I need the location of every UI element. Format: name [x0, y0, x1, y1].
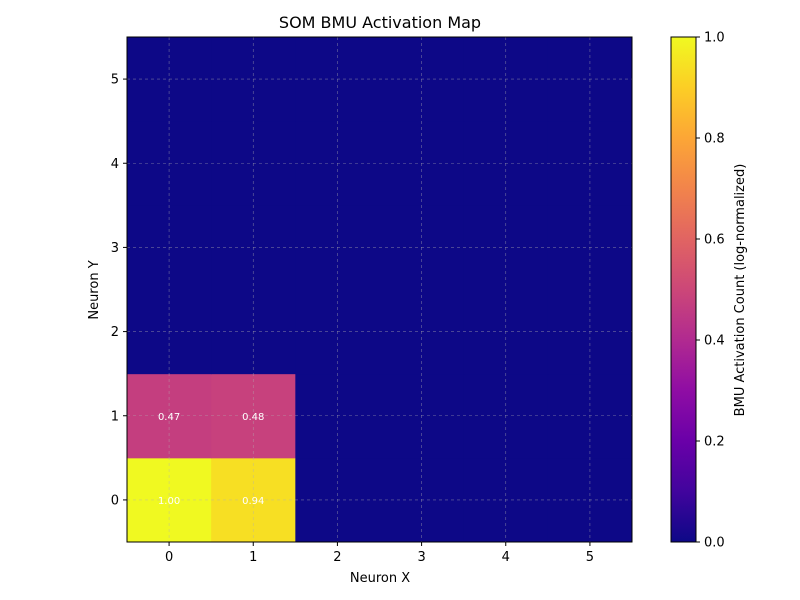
heatmap-cells	[127, 37, 633, 543]
y-axis-ticks: 0 1 2 3 4 5	[111, 73, 127, 508]
colorbar-tick-label: 0.0	[704, 536, 725, 551]
cell-value-label: 0.48	[242, 412, 264, 423]
colorbar-tick-label: 1.0	[704, 31, 725, 46]
x-tick-label: 5	[586, 550, 594, 565]
colorbar-label: BMU Activation Count (log-normalized)	[733, 164, 748, 417]
x-tick-label: 3	[417, 550, 425, 565]
grid-lines	[127, 37, 632, 542]
y-tick-label: 0	[111, 493, 119, 508]
colorbar	[670, 36, 697, 543]
cell-value-label: 0.47	[158, 412, 180, 423]
y-tick-label: 5	[111, 73, 119, 88]
y-tick-label: 2	[111, 325, 119, 340]
y-tick-label: 1	[111, 409, 119, 424]
y-axis-title: Neuron Y	[87, 260, 102, 319]
x-tick-label: 4	[502, 550, 510, 565]
x-tick-label: 1	[249, 550, 257, 565]
colorbar-ticks: 0.0 0.2 0.4 0.6 0.8 1.0	[696, 31, 725, 551]
x-axis-ticks: 0 1 2 3 4 5	[165, 542, 594, 565]
plot-frame	[126, 36, 633, 543]
cell-labels: 1.00 0.94 0.47 0.48	[158, 412, 264, 507]
x-axis-title: Neuron X	[350, 571, 410, 586]
cell-value-label: 1.00	[158, 496, 180, 507]
x-tick-label: 0	[165, 550, 173, 565]
y-tick-label: 3	[111, 241, 119, 256]
cell-value-label: 0.94	[242, 496, 264, 507]
colorbar-tick-label: 0.4	[704, 334, 725, 349]
y-tick-label: 4	[111, 157, 119, 172]
colorbar-tick-label: 0.8	[704, 132, 725, 147]
colorbar-tick-label: 0.2	[704, 435, 725, 450]
colorbar-tick-label: 0.6	[704, 233, 725, 248]
chart-title: SOM BMU Activation Map	[279, 13, 481, 32]
x-tick-label: 2	[333, 550, 341, 565]
